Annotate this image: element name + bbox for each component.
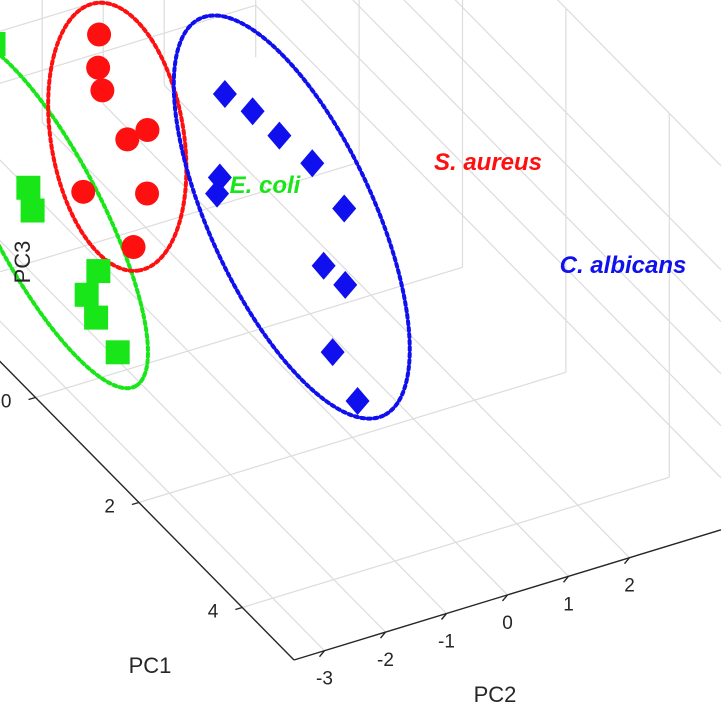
- pc2-tick-label: 1: [563, 594, 574, 615]
- data-point-circle: [115, 127, 140, 152]
- data-point-diamond: [240, 97, 265, 126]
- data-point-circle: [86, 55, 111, 80]
- axis-labels: PC1 PC2 PC3: [10, 241, 516, 707]
- grid-line: [403, 0, 722, 323]
- data-point-diamond: [333, 270, 358, 299]
- grid-line: [556, 0, 722, 167]
- pc1-tick-label-mark: [28, 396, 36, 401]
- data-point-circle: [135, 117, 160, 142]
- data-point-circle: [135, 181, 160, 206]
- cluster-labels: E. coli S. aureus C. albicans: [230, 149, 687, 279]
- data-point-circle: [71, 179, 96, 204]
- pc2-tick-label-mark: [440, 613, 448, 620]
- grid-lines: [0, 0, 722, 652]
- pc1-tick-label: 4: [208, 602, 219, 623]
- data-points: [0, 22, 370, 416]
- data-point-diamond: [267, 121, 292, 150]
- pc2-tick-label: 0: [502, 613, 513, 634]
- pc1-axis-line: [0, 360, 295, 661]
- pc1-axis-label: PC1: [129, 653, 172, 678]
- grid-line: [255, 4, 722, 479]
- grid-line: [41, 121, 508, 596]
- data-point-diamond: [212, 80, 237, 109]
- pc2-tick-label-mark: [379, 631, 387, 639]
- data-point-diamond: [311, 251, 336, 280]
- pc2-tick-label: -3: [316, 669, 333, 690]
- grid-line: [454, 0, 722, 271]
- cluster-label-ecoli: E. coli: [230, 172, 302, 199]
- grid-line: [163, 84, 630, 559]
- data-point-diamond: [320, 338, 345, 367]
- pc2-tick-label: -1: [438, 632, 455, 653]
- data-point-square: [20, 198, 45, 223]
- pc1-tick-label: 0: [1, 392, 12, 413]
- pc2-tick-label-mark: [562, 575, 570, 583]
- grid-line: [0, 239, 386, 633]
- data-point-square: [0, 31, 6, 56]
- data-point-diamond: [332, 194, 357, 223]
- data-point-square: [16, 175, 41, 200]
- cluster-ellipse: [0, 33, 150, 391]
- pc2-tick-label-mark: [501, 594, 509, 602]
- cluster-label-calbicans: C. albicans: [560, 252, 687, 279]
- data-point-square: [105, 340, 130, 365]
- pc2-tick-label: 2: [624, 576, 635, 597]
- cluster-ellipse: [171, 13, 412, 421]
- grid-line: [352, 0, 722, 375]
- axes: [0, 360, 722, 661]
- grid-line: [300, 0, 722, 427]
- data-point-circle: [87, 22, 112, 47]
- data-point-diamond: [345, 387, 370, 416]
- grid-line: [0, 4, 256, 84]
- pc1-tick-label-mark: [131, 501, 140, 506]
- grid-line: [0, 159, 447, 614]
- pc3-axis-label: PC3: [10, 241, 35, 284]
- pc2-axis-label: PC2: [474, 682, 517, 707]
- pc1-tick-label: 2: [104, 497, 115, 518]
- cluster-ellipse: [46, 0, 189, 273]
- pc2-tick-label-mark: [623, 557, 631, 565]
- grid-line: [0, 0, 105, 32]
- pc1-tick-label-mark: [235, 606, 243, 611]
- data-point-square: [86, 259, 111, 284]
- data-point-circle: [121, 235, 146, 260]
- tick-labels: -2024-3-2-1012210-1-2: [1, 392, 635, 690]
- pc2-tick-label-mark: [318, 650, 326, 658]
- grid-line: [102, 103, 569, 577]
- grid-line: [0, 320, 325, 652]
- cluster-ellipses: [0, 0, 412, 421]
- cluster-label-saureus: S. aureus: [434, 149, 542, 176]
- data-point-square: [84, 305, 109, 330]
- data-point-diamond: [300, 149, 325, 178]
- data-point-square: [74, 282, 99, 307]
- data-point-diamond: [205, 179, 230, 208]
- pc2-tick-label: -2: [377, 650, 394, 671]
- data-point-circle: [90, 78, 115, 103]
